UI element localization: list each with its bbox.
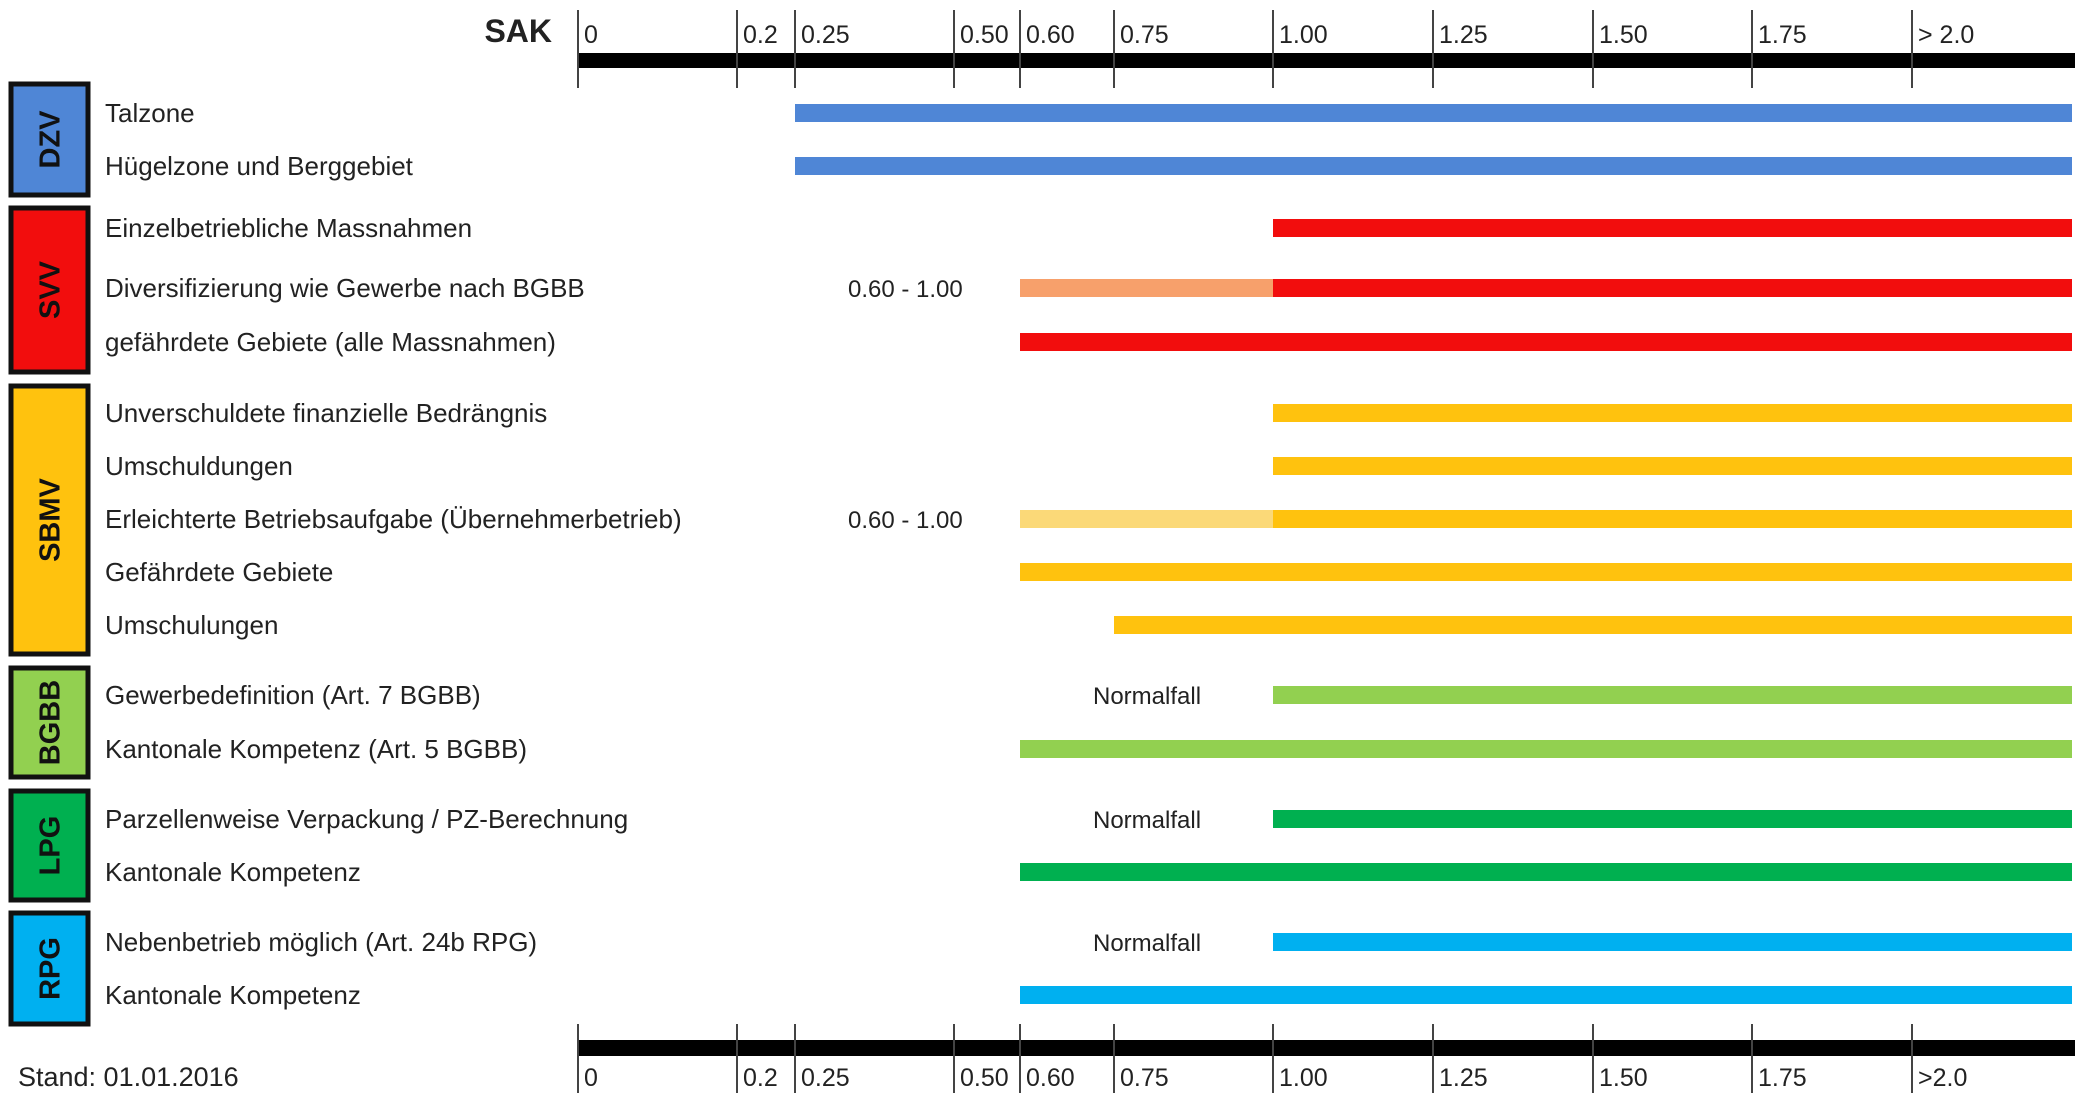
row-bgbb-0-label: Gewerbedefinition (Art. 7 BGBB) bbox=[105, 680, 481, 710]
row-svv-0-bar-0 bbox=[1273, 219, 2072, 237]
row-sbmv-2-bar-0 bbox=[1020, 510, 1273, 528]
bottom-tick-label-7: 1.25 bbox=[1439, 1064, 1488, 1092]
top-tick-label-7: 1.25 bbox=[1439, 21, 1488, 49]
top-tick-label-2: 0.25 bbox=[801, 21, 850, 49]
group-box-lpg bbox=[8, 788, 91, 903]
row-lpg-0-bar-0 bbox=[1273, 810, 2072, 828]
row-bgbb-0-annotation: Normalfall bbox=[1093, 683, 1201, 710]
group-label-bgbb: BGBB bbox=[35, 680, 67, 765]
top-tick-label-1: 0.2 bbox=[743, 21, 778, 49]
row-lpg-1-label: Kantonale Kompetenz bbox=[105, 857, 361, 887]
row-svv-1-bar-0 bbox=[1020, 279, 1273, 297]
bottom-tick-label-3: 0.50 bbox=[960, 1064, 1009, 1092]
bottom-tick-label-5: 0.75 bbox=[1120, 1064, 1169, 1092]
row-svv-2-bar-0 bbox=[1020, 333, 2072, 351]
row-bgbb-1-bar-0 bbox=[1020, 740, 2072, 758]
top-tick-label-0: 0 bbox=[584, 21, 598, 49]
group-box-dzv bbox=[8, 81, 91, 198]
row-sbmv-0-label: Unverschuldete finanzielle Bedrängnis bbox=[105, 398, 547, 428]
row-svv-1-label: Diversifizierung wie Gewerbe nach BGBB bbox=[105, 273, 585, 303]
row-sbmv-1-bar-0 bbox=[1273, 457, 2072, 475]
bottom-tick-label-4: 0.60 bbox=[1026, 1064, 1075, 1092]
group-label-sbmv: SBMV bbox=[35, 477, 67, 561]
row-sbmv-2-label: Erleichterte Betriebsaufgabe (Übernehmer… bbox=[105, 504, 682, 534]
row-sbmv-0-bar-0 bbox=[1273, 404, 2072, 422]
bottom-tick-label-1: 0.2 bbox=[743, 1064, 778, 1092]
top-tick-label-5: 0.75 bbox=[1120, 21, 1169, 49]
bottom-tick-label-0: 0 bbox=[584, 1064, 598, 1092]
row-sbmv-3-label: Gefährdete Gebiete bbox=[105, 557, 333, 587]
row-svv-1-bar-1 bbox=[1273, 279, 2072, 297]
row-sbmv-4-bar-0 bbox=[1114, 616, 2072, 634]
row-bgbb-1-label: Kantonale Kompetenz (Art. 5 BGBB) bbox=[105, 734, 527, 764]
row-dzv-1-bar-0 bbox=[795, 157, 2072, 175]
bottom-tick-label-6: 1.00 bbox=[1279, 1064, 1328, 1092]
group-label-rpg: RPG bbox=[35, 937, 67, 1000]
row-rpg-1-bar-0 bbox=[1020, 986, 2072, 1004]
row-bgbb-0-bar-0 bbox=[1273, 686, 2072, 704]
row-sbmv-2-bar-1 bbox=[1273, 510, 2072, 528]
group-label-svv: SVV bbox=[35, 260, 67, 319]
bottom-tick-label-8: 1.50 bbox=[1599, 1064, 1648, 1092]
row-lpg-0-annotation: Normalfall bbox=[1093, 807, 1201, 834]
row-lpg-1-bar-0 bbox=[1020, 863, 2072, 881]
axis-title-top: SAK bbox=[484, 13, 552, 49]
group-box-sbmv bbox=[8, 383, 91, 657]
bottom-axis-bar bbox=[578, 1040, 2075, 1056]
row-rpg-1-label: Kantonale Kompetenz bbox=[105, 980, 361, 1010]
row-svv-1-annotation: 0.60 - 1.00 bbox=[848, 276, 963, 303]
group-label-lpg: LPG bbox=[35, 816, 67, 876]
row-rpg-0-annotation: Normalfall bbox=[1093, 930, 1201, 957]
row-lpg-0-label: Parzellenweise Verpackung / PZ-Berechnun… bbox=[105, 804, 628, 834]
top-tick-label-3: 0.50 bbox=[960, 21, 1009, 49]
row-rpg-0-bar-0 bbox=[1273, 933, 2072, 951]
row-sbmv-3-bar-0 bbox=[1020, 563, 2072, 581]
row-sbmv-1-label: Umschuldungen bbox=[105, 451, 293, 481]
top-tick-label-4: 0.60 bbox=[1026, 21, 1075, 49]
row-sbmv-2-annotation: 0.60 - 1.00 bbox=[848, 507, 963, 534]
row-dzv-0-label: Talzone bbox=[105, 98, 195, 128]
top-tick-label-8: 1.50 bbox=[1599, 21, 1648, 49]
top-tick-label-6: 1.00 bbox=[1279, 21, 1328, 49]
footer-stand: Stand: 01.01.2016 bbox=[18, 1062, 239, 1092]
row-svv-0-label: Einzelbetriebliche Massnahmen bbox=[105, 213, 472, 243]
group-box-bgbb bbox=[8, 665, 91, 780]
bottom-tick-label-9: 1.75 bbox=[1758, 1064, 1807, 1092]
group-box-rpg bbox=[8, 910, 91, 1027]
top-axis-bar bbox=[578, 53, 2075, 68]
top-tick-label-10: > 2.0 bbox=[1918, 21, 1974, 49]
row-rpg-0-label: Nebenbetrieb möglich (Art. 24b RPG) bbox=[105, 927, 537, 957]
bottom-tick-label-2: 0.25 bbox=[801, 1064, 850, 1092]
bottom-tick-label-10: >2.0 bbox=[1918, 1064, 1967, 1092]
row-sbmv-4-label: Umschulungen bbox=[105, 610, 278, 640]
row-dzv-0-bar-0 bbox=[795, 104, 2072, 122]
group-label-dzv: DZV bbox=[35, 110, 67, 169]
group-box-svv bbox=[8, 205, 91, 375]
row-svv-2-label: gefährdete Gebiete (alle Massnahmen) bbox=[105, 327, 556, 357]
top-tick-label-9: 1.75 bbox=[1758, 21, 1807, 49]
row-dzv-1-label: Hügelzone und Berggebiet bbox=[105, 151, 414, 181]
